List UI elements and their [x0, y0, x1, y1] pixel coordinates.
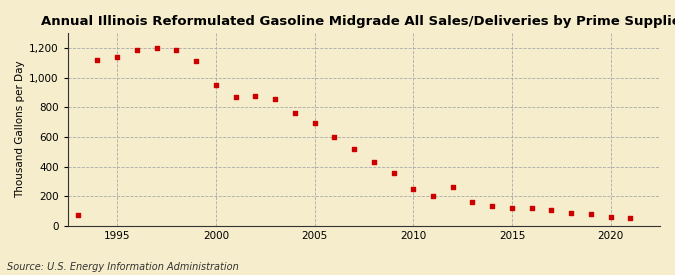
Point	[191, 59, 202, 64]
Point	[349, 147, 360, 151]
Point	[171, 48, 182, 53]
Point	[605, 215, 616, 219]
Text: Source: U.S. Energy Information Administration: Source: U.S. Energy Information Administ…	[7, 262, 238, 272]
Title: Annual Illinois Reformulated Gasoline Midgrade All Sales/Deliveries by Prime Sup: Annual Illinois Reformulated Gasoline Mi…	[40, 15, 675, 28]
Point	[132, 47, 142, 52]
Point	[487, 204, 497, 208]
Point	[625, 216, 636, 220]
Point	[388, 170, 399, 175]
Point	[309, 121, 320, 125]
Point	[211, 83, 221, 87]
Point	[467, 200, 478, 204]
Point	[270, 97, 281, 101]
Point	[151, 46, 162, 50]
Point	[526, 206, 537, 210]
Point	[112, 55, 123, 59]
Point	[506, 206, 517, 210]
Point	[427, 194, 438, 199]
Y-axis label: Thousand Gallons per Day: Thousand Gallons per Day	[15, 61, 25, 199]
Point	[408, 186, 418, 191]
Point	[250, 93, 261, 98]
Point	[290, 111, 300, 116]
Point	[92, 58, 103, 62]
Point	[230, 95, 241, 99]
Point	[369, 160, 379, 164]
Point	[329, 135, 340, 139]
Point	[566, 210, 576, 215]
Point	[448, 185, 458, 189]
Point	[585, 212, 596, 216]
Point	[546, 208, 557, 213]
Point	[72, 213, 83, 217]
